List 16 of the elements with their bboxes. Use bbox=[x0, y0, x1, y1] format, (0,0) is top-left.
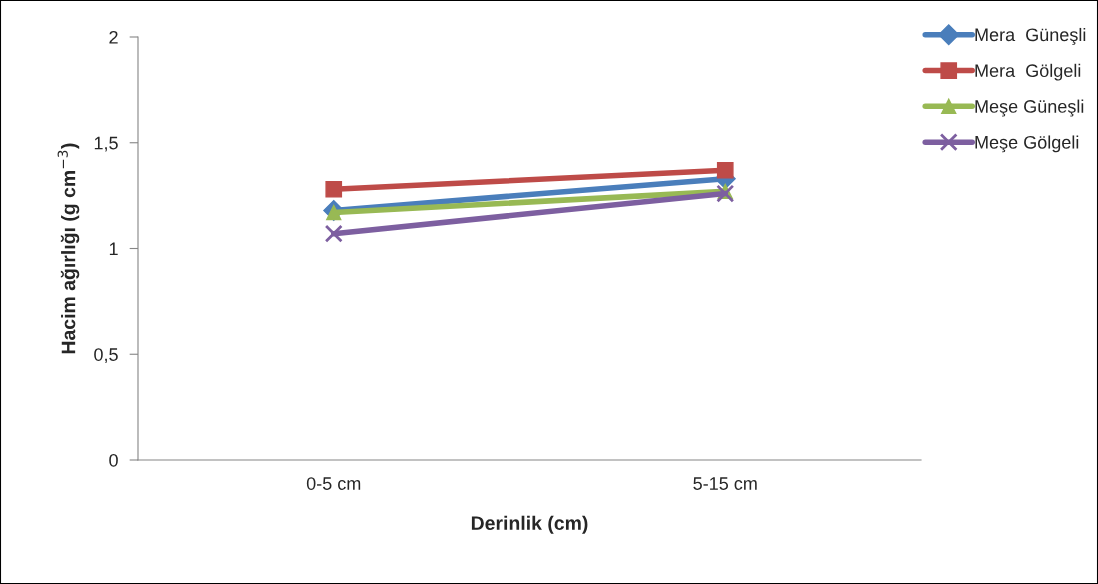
y-axis-title: Hacim ağırlığı (g cm$^{−3}$) bbox=[57, 143, 80, 354]
point bbox=[324, 224, 343, 243]
point bbox=[325, 180, 343, 198]
legend-label: Meşe Gölgeli bbox=[975, 135, 1079, 153]
x-axis-title: Derinlik (cm) bbox=[471, 515, 588, 534]
legend-label: Meşe Güneşli bbox=[975, 99, 1084, 117]
y-tick-label: 2 bbox=[109, 30, 118, 44]
y-tick-label: 0 bbox=[109, 453, 118, 467]
x-tick-label: 0-5 cm bbox=[306, 477, 361, 490]
legend-label: Mera Güneşli bbox=[975, 27, 1086, 45]
legend-label: Mera Gölgeli bbox=[975, 63, 1081, 81]
y-tick-label: 1,5 bbox=[94, 136, 118, 152]
y-tick-label: 1 bbox=[109, 242, 118, 256]
point bbox=[716, 161, 734, 179]
y-tick-label: 0,5 bbox=[94, 348, 118, 364]
x-tick-label: 5-15 cm bbox=[693, 477, 757, 490]
